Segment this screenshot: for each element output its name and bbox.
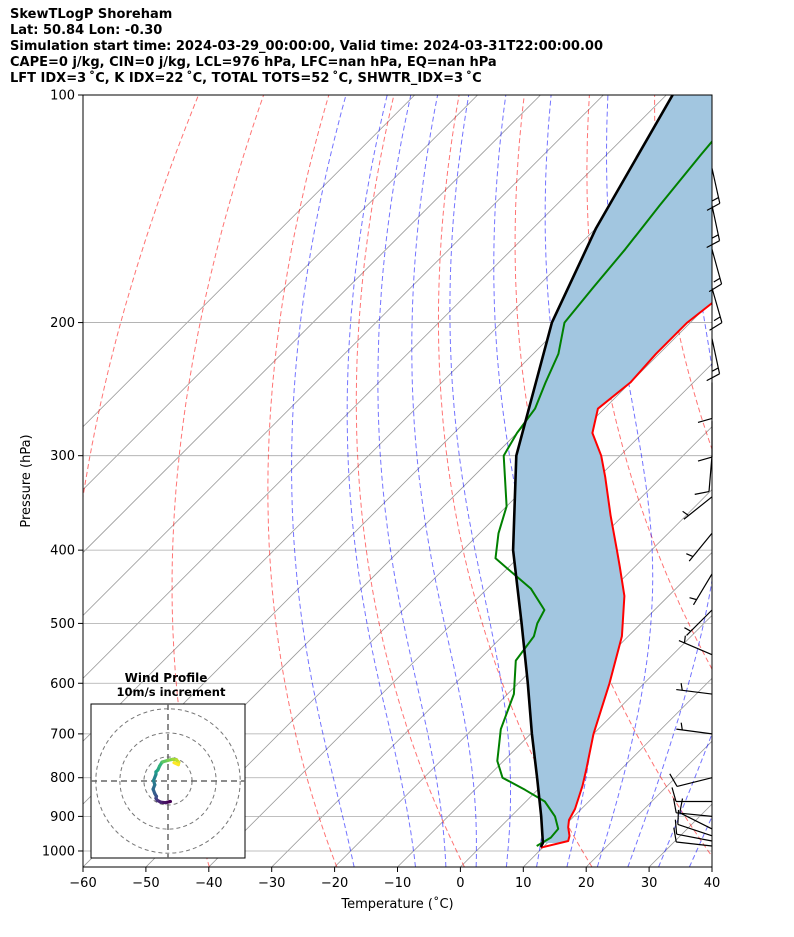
x-tick-label: −10 xyxy=(384,876,411,891)
title-line-cape: CAPE=0 j/kg, CIN=0 j/kg, LCL=976 hPa, LF… xyxy=(10,55,497,70)
isotherm-line xyxy=(83,95,667,679)
wind-barb xyxy=(686,532,713,562)
dry-adiabat-line xyxy=(355,95,465,867)
wind-barb xyxy=(697,421,713,462)
dry-adiabat-line xyxy=(586,95,712,671)
x-tick-label: 40 xyxy=(704,876,721,891)
isotherm-line xyxy=(271,426,712,867)
isotherm-line xyxy=(83,95,541,554)
header: SkewTLogP Shoreham Lat: 50.84 Lon: -0.30… xyxy=(10,7,790,87)
title-line-station: SkewTLogP Shoreham xyxy=(10,7,173,22)
isotherm-line xyxy=(83,95,604,616)
y-tick-label: 900 xyxy=(50,810,75,825)
wind-barb xyxy=(706,205,721,249)
dewpoint-line xyxy=(494,140,712,847)
x-tick-label: 0 xyxy=(456,876,464,891)
wind-barb xyxy=(706,168,721,211)
moist-adiabat-line xyxy=(291,95,355,867)
parcel-line xyxy=(511,95,674,848)
moist-adiabat-line xyxy=(346,95,416,867)
isotherm-line xyxy=(523,677,712,867)
moist-adiabat-line xyxy=(493,95,551,867)
wind-barb xyxy=(708,249,723,293)
hodograph-title: Wind Profile xyxy=(125,671,208,685)
dry-adiabat-line xyxy=(171,95,265,867)
x-tick-label: −20 xyxy=(321,876,348,891)
x-tick-label: −30 xyxy=(258,876,285,891)
cape-cin-region xyxy=(513,95,712,843)
wind-barb xyxy=(682,496,713,520)
title-line-times: Simulation start time: 2024-03-29_00:00:… xyxy=(10,39,603,54)
y-tick-label: 700 xyxy=(50,727,75,742)
wind-barb xyxy=(689,573,713,606)
wind-barb xyxy=(671,787,712,803)
moist-adiabat-line xyxy=(411,95,477,867)
hodograph-segment xyxy=(172,761,180,767)
isotherm-line xyxy=(334,489,712,867)
y-tick-label: 1000 xyxy=(42,844,75,859)
dry-adiabat-line xyxy=(437,95,593,867)
wind-barb xyxy=(677,809,713,837)
temperature-line xyxy=(540,301,712,849)
x-axis-label: Temperature (˚C) xyxy=(340,896,453,912)
y-axis-label: Pressure (hPa) xyxy=(19,434,34,527)
wind-barb xyxy=(684,609,713,636)
y-tick-label: 300 xyxy=(50,449,75,464)
title-line-indices: LFT IDX=3 ˚C, K IDX=22 ˚C, TOTAL TOTS=52… xyxy=(10,71,482,86)
dry-adiabat-line xyxy=(720,95,794,867)
moist-adiabat-line xyxy=(596,95,654,867)
title-line-location: Lat: 50.84 Lon: -0.30 xyxy=(10,23,163,38)
isotherm-line xyxy=(83,95,478,491)
moist-adiabat-line xyxy=(377,95,447,867)
dry-adiabat-line xyxy=(267,95,338,867)
isotherm-line xyxy=(83,95,415,428)
y-tick-label: 100 xyxy=(50,89,75,104)
wind-barb xyxy=(673,827,713,847)
wind-barb xyxy=(674,819,713,842)
x-tick-label: −60 xyxy=(69,876,96,891)
wind-barb xyxy=(706,338,721,382)
wind-barb xyxy=(694,455,713,495)
wind-barb xyxy=(678,635,713,656)
x-tick-label: 10 xyxy=(515,876,532,891)
wind-barb xyxy=(697,382,713,424)
isotherm-line xyxy=(711,866,712,867)
y-tick-label: 600 xyxy=(50,677,75,692)
y-tick-label: 400 xyxy=(50,544,75,559)
isotherm-line xyxy=(397,551,712,867)
y-tick-label: 500 xyxy=(50,617,75,632)
dry-adiabat-line xyxy=(785,95,794,867)
hodograph-subtitle: 10m/s increment xyxy=(117,685,226,699)
x-tick-label: −50 xyxy=(132,876,159,891)
wind-barbs xyxy=(669,168,723,847)
moist-adiabat-line xyxy=(449,95,511,867)
x-tick-label: 30 xyxy=(641,876,658,891)
wind-barb xyxy=(676,722,713,735)
y-tick-label: 200 xyxy=(50,316,75,331)
wind-barb xyxy=(709,287,723,331)
x-tick-label: 20 xyxy=(578,876,595,891)
y-tick-label: 800 xyxy=(50,771,75,786)
x-tick-label: −40 xyxy=(195,876,222,891)
wind-barb xyxy=(669,773,713,788)
cape-fill-area xyxy=(513,95,712,843)
wind-barb xyxy=(676,683,713,695)
moist-adiabat-line xyxy=(627,95,712,867)
wind-barb xyxy=(673,798,713,817)
